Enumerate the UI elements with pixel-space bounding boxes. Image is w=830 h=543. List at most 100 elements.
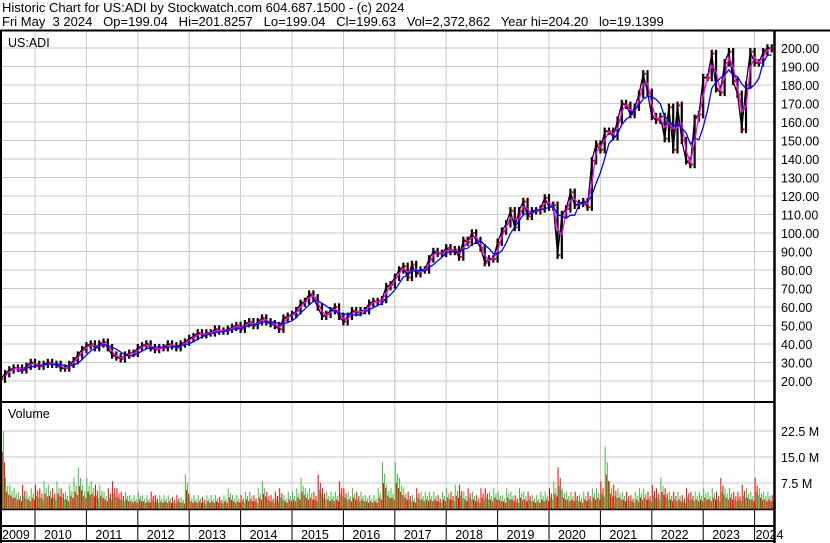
volume-bar <box>61 497 63 509</box>
close-tick <box>112 354 115 357</box>
volume-bar <box>42 499 44 509</box>
volume-bar <box>226 502 228 509</box>
volume-bar <box>206 495 208 509</box>
volume-bar <box>572 496 574 509</box>
volume-bar <box>43 481 45 509</box>
volume-bar <box>577 501 579 509</box>
volume-bar <box>214 495 216 509</box>
volume-bar <box>239 502 241 509</box>
price-tick-label: 130.00 <box>781 172 819 186</box>
volume-bar <box>409 496 411 509</box>
volume-bar <box>112 481 114 509</box>
volume-bar <box>417 497 419 509</box>
volume-bar <box>3 462 5 509</box>
close-tick <box>134 352 137 355</box>
volume-bar <box>5 477 7 509</box>
volume-bar <box>736 501 738 509</box>
volume-bar <box>558 486 560 509</box>
volume-bar <box>393 499 395 509</box>
volume-bar <box>29 501 31 509</box>
close-tick <box>733 80 736 83</box>
volume-bar <box>699 499 701 509</box>
volume-bar <box>127 496 129 509</box>
price-tick-label: 120.00 <box>781 190 819 204</box>
close-tick <box>245 322 248 325</box>
volume-bar <box>562 497 564 509</box>
close-tick <box>528 215 531 218</box>
volume-bar <box>647 491 649 509</box>
price-tick-label: 30.00 <box>781 357 812 371</box>
volume-bar <box>136 502 138 509</box>
chart-title: Historic Chart for US:ADI by Stockwatch.… <box>2 0 405 15</box>
volume-bar <box>148 498 150 509</box>
volume-bar <box>626 491 628 509</box>
close-tick <box>716 87 719 90</box>
close-tick <box>40 365 43 368</box>
close-tick <box>215 328 218 331</box>
volume-bar <box>176 495 178 509</box>
volume-bar <box>184 474 186 509</box>
close-tick <box>279 328 282 331</box>
close-tick <box>305 300 308 303</box>
volume-bar <box>343 488 345 509</box>
volume-bar <box>726 493 728 509</box>
volume-bar <box>87 491 89 509</box>
volume-bar <box>196 502 198 509</box>
volume-bar <box>388 490 390 509</box>
volume-bar <box>180 496 182 509</box>
volume-bar <box>433 491 435 509</box>
close-tick <box>695 117 698 120</box>
volume-bar <box>597 497 599 509</box>
close-tick <box>609 130 612 133</box>
close-tick <box>588 206 591 209</box>
volume-bar <box>524 499 526 509</box>
volume-bar <box>75 485 77 509</box>
volume-bar <box>585 496 587 509</box>
volume-bar <box>610 493 612 509</box>
volume-bar <box>178 498 180 509</box>
close-tick <box>262 317 265 320</box>
volume-bar <box>648 499 650 509</box>
volume-bar <box>182 499 184 509</box>
volume-bar <box>293 499 295 509</box>
volume-bar <box>164 501 166 509</box>
volume-bar <box>460 495 462 509</box>
volume-bar <box>204 499 206 509</box>
volume-bar <box>584 499 586 509</box>
volume-bar <box>434 499 436 509</box>
volume-bar <box>299 499 301 509</box>
volume-bar <box>92 488 94 509</box>
volume-bar <box>551 493 553 509</box>
close-tick <box>404 265 407 268</box>
close-tick <box>155 348 158 351</box>
volume-bar <box>163 495 165 509</box>
year-label: 2013 <box>198 528 226 542</box>
volume-bar <box>769 496 771 509</box>
volume-bar <box>725 497 727 509</box>
close-tick <box>91 343 94 345</box>
close-tick <box>665 137 668 140</box>
volume-bar <box>656 488 658 509</box>
volume-bar <box>455 495 457 509</box>
volume-bar <box>143 501 145 509</box>
volume-bar <box>10 495 12 509</box>
volume-bar <box>655 498 657 509</box>
volume-bar <box>728 488 730 509</box>
volume-bar <box>340 493 342 509</box>
close-tick <box>104 341 107 344</box>
volume-bar <box>103 491 105 509</box>
short-moving-average-line <box>4 47 772 377</box>
volume-bar <box>85 498 87 509</box>
volume-bar <box>191 498 193 509</box>
close-tick <box>369 302 372 305</box>
long-moving-average-line <box>17 54 772 373</box>
volume-bar <box>704 497 706 509</box>
volume-bar <box>565 499 567 509</box>
volume-bar <box>229 493 231 509</box>
volume-bar <box>88 485 90 509</box>
volume-bar <box>520 497 522 509</box>
volume-bar <box>38 498 40 509</box>
volume-bar <box>39 488 41 509</box>
volume-bar <box>569 501 571 509</box>
volume-bar <box>89 494 91 509</box>
